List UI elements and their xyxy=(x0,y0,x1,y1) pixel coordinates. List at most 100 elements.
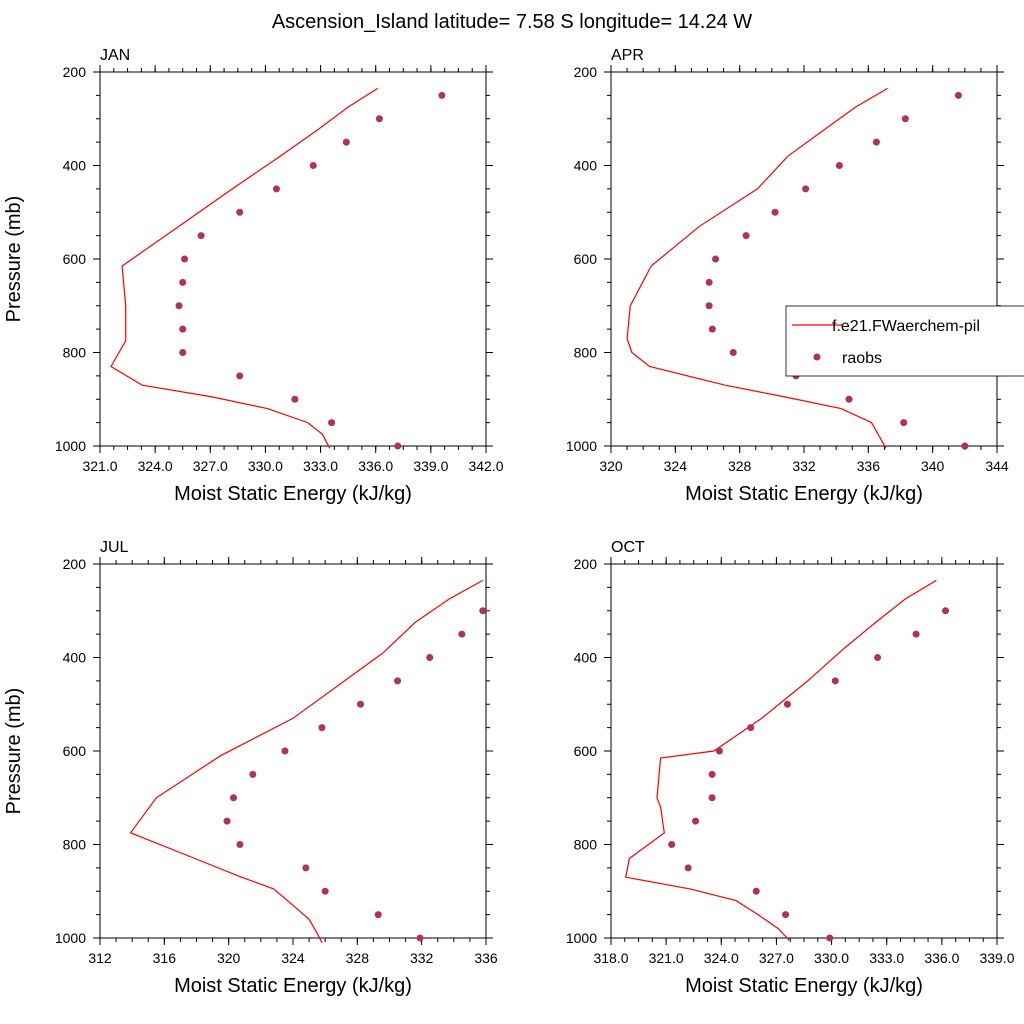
legend-label-model: f.e21.FWaerchem-pil xyxy=(832,318,980,335)
x-tick-label: 321.0 xyxy=(82,458,117,474)
y-tick-label: 600 xyxy=(574,743,598,759)
y-tick-label: 1000 xyxy=(55,438,86,454)
panel-jan: 321.0 324.0 327.0 330.0 333.0 336.0 339.0 342.0… xyxy=(3,47,504,505)
obs-point xyxy=(342,138,350,146)
x-tick-label: 336 xyxy=(857,458,881,474)
x-tick-label: 327.0 xyxy=(193,458,228,474)
x-tick-label: 336.0 xyxy=(358,458,393,474)
y-tick-label: 800 xyxy=(574,345,598,361)
obs-point xyxy=(281,747,289,755)
panel-oct: 318.0 321.0 324.0 327.0 330.0 333.0 336.0 339.0… xyxy=(566,539,1015,997)
obs-point xyxy=(752,887,760,895)
x-tick-label: 312 xyxy=(88,950,112,966)
y-tick-label: 200 xyxy=(63,64,87,80)
y-tick-label: 400 xyxy=(63,158,87,174)
obs-point xyxy=(236,841,244,848)
obs-point xyxy=(708,794,716,802)
legend-label-obs: raobs xyxy=(842,350,882,367)
x-tick-label: 339.0 xyxy=(413,458,448,474)
obs-point xyxy=(291,395,299,403)
obs-point xyxy=(747,724,755,732)
obs-point xyxy=(179,349,187,356)
obs-point xyxy=(375,115,383,123)
obs-point xyxy=(179,278,187,286)
panel-title: OCT xyxy=(611,539,645,556)
x-tick-label: 327.0 xyxy=(759,950,794,966)
obs-point xyxy=(954,91,962,99)
obs-point xyxy=(302,864,310,872)
x-tick-label: 320 xyxy=(217,950,241,966)
obs-point xyxy=(826,934,834,942)
obs-point xyxy=(179,325,187,333)
obs-point xyxy=(223,817,231,825)
y-tick-label: 200 xyxy=(574,64,598,80)
obs-point xyxy=(961,442,969,450)
model-series-line xyxy=(626,87,888,449)
x-tick-label: 332 xyxy=(410,950,434,966)
y-tick-label: 800 xyxy=(574,837,598,853)
obs-point xyxy=(900,419,908,427)
obs-point xyxy=(458,630,466,638)
obs-point xyxy=(249,770,257,778)
x-tick-label: 333.0 xyxy=(869,950,904,966)
x-tick-label: 324 xyxy=(281,950,305,966)
x-axis-label: Moist Static Energy (kJ/kg) xyxy=(174,483,412,505)
x-tick-label: 330.0 xyxy=(248,458,283,474)
obs-point xyxy=(872,138,880,146)
x-tick-label: 324.0 xyxy=(704,950,739,966)
obs-point xyxy=(708,325,716,333)
y-axis-label: Pressure (mb) xyxy=(3,688,25,815)
x-tick-label: 318.0 xyxy=(593,950,628,966)
obs-point xyxy=(197,232,205,240)
y-tick-label: 400 xyxy=(574,650,598,666)
x-axis-label: Moist Static Energy (kJ/kg) xyxy=(685,483,923,505)
obs-point xyxy=(742,232,750,240)
x-tick-label: 340 xyxy=(921,458,945,474)
y-tick-label: 400 xyxy=(574,158,598,174)
x-tick-label: 324.0 xyxy=(138,458,173,474)
y-tick-label: 1000 xyxy=(55,930,86,946)
panel-title: JUL xyxy=(100,539,129,556)
x-tick-label: 316 xyxy=(153,950,177,966)
obs-point xyxy=(692,817,700,825)
obs-point xyxy=(394,442,402,450)
y-tick-label: 400 xyxy=(63,650,87,666)
model-series-line xyxy=(129,579,484,943)
obs-point xyxy=(668,841,676,848)
panel-title: JAN xyxy=(100,47,130,64)
x-tick-label: 328 xyxy=(346,950,370,966)
y-axis-label: Pressure (mb) xyxy=(3,196,25,323)
y-tick-label: 1000 xyxy=(566,930,597,946)
model-series-line xyxy=(110,87,378,449)
obs-point xyxy=(175,302,183,310)
x-axis-label: Moist Static Energy (kJ/kg) xyxy=(174,975,412,997)
obs-point xyxy=(684,864,692,872)
obs-point xyxy=(729,349,737,356)
x-tick-label: 336 xyxy=(474,950,498,966)
obs-point xyxy=(426,654,434,661)
x-tick-label: 328 xyxy=(728,458,752,474)
y-tick-label: 600 xyxy=(574,251,598,267)
model-series-line xyxy=(624,579,937,941)
obs-point xyxy=(715,747,723,755)
obs-point xyxy=(705,302,713,310)
obs-point xyxy=(831,677,839,685)
obs-point xyxy=(374,911,382,919)
obs-point xyxy=(272,185,280,193)
x-tick-label: 342.0 xyxy=(468,458,503,474)
obs-point xyxy=(318,724,326,732)
obs-point xyxy=(901,115,909,123)
obs-point xyxy=(712,255,720,263)
x-tick-label: 332 xyxy=(792,458,816,474)
x-tick-label: 321.0 xyxy=(649,950,684,966)
legend-marker-swatch xyxy=(813,353,821,361)
obs-point xyxy=(438,91,446,99)
panel-jul: 312 316 320 324 328 332 336 200 400 600 800 1000 JUL… xyxy=(3,539,498,997)
y-tick-label: 800 xyxy=(63,837,87,853)
obs-point xyxy=(236,208,244,216)
obs-point xyxy=(708,770,716,778)
obs-point xyxy=(357,700,365,708)
obs-point xyxy=(181,255,189,263)
